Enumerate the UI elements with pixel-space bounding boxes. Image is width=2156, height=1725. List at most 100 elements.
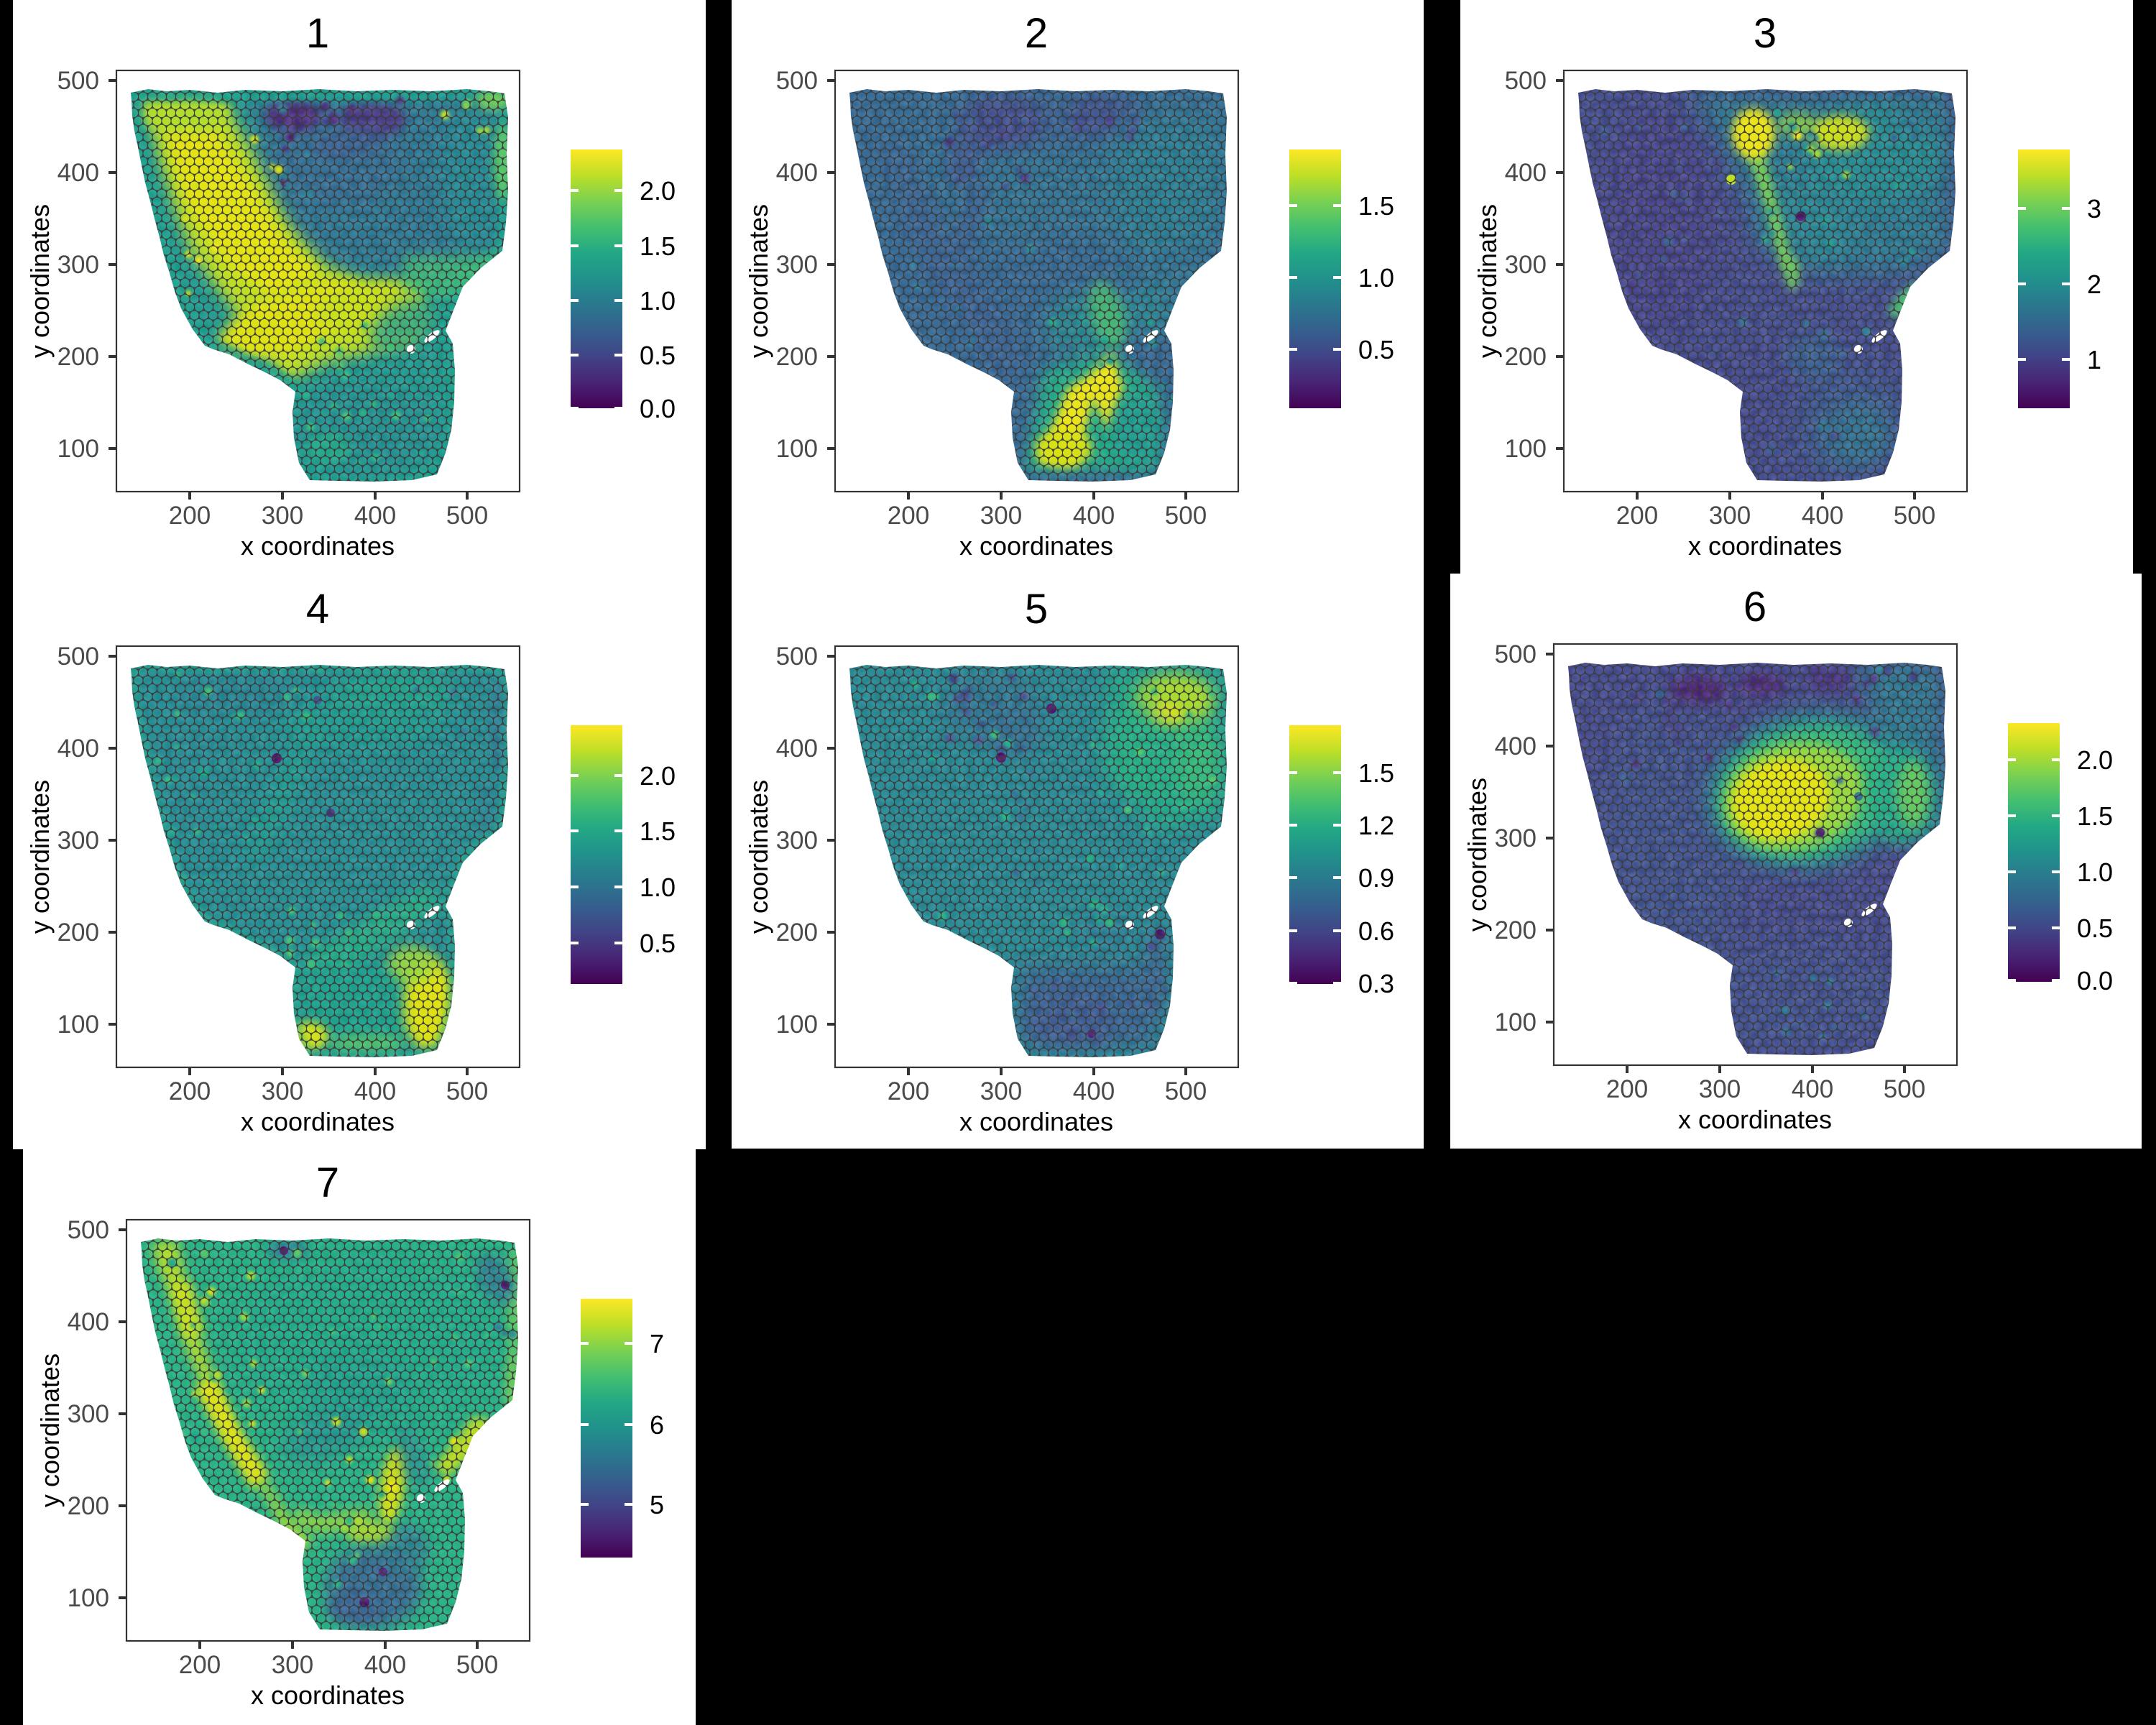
- svg-text:3: 3: [2087, 194, 2101, 224]
- svg-text:400: 400: [1073, 1077, 1115, 1105]
- svg-text:6: 6: [650, 1410, 664, 1440]
- svg-text:400: 400: [354, 1077, 396, 1105]
- svg-text:400: 400: [1802, 502, 1843, 530]
- svg-text:300: 300: [1709, 502, 1751, 530]
- svg-text:200: 200: [776, 919, 818, 947]
- svg-text:200: 200: [179, 1651, 221, 1679]
- svg-text:1.0: 1.0: [1358, 263, 1394, 293]
- svg-text:400: 400: [1495, 732, 1537, 760]
- svg-text:x coordinates: x coordinates: [241, 531, 395, 561]
- svg-text:y coordinates: y coordinates: [744, 780, 773, 934]
- svg-text:500: 500: [1495, 640, 1537, 668]
- svg-text:500: 500: [57, 643, 99, 671]
- svg-text:3: 3: [1754, 10, 1777, 57]
- svg-text:500: 500: [1165, 502, 1207, 530]
- svg-text:100: 100: [1505, 435, 1547, 463]
- svg-text:200: 200: [776, 343, 818, 371]
- svg-text:100: 100: [1495, 1008, 1537, 1036]
- svg-text:1.5: 1.5: [1358, 191, 1394, 221]
- svg-text:300: 300: [57, 827, 99, 855]
- svg-text:100: 100: [57, 435, 99, 463]
- svg-text:1.5: 1.5: [640, 231, 676, 261]
- svg-text:0.5: 0.5: [640, 341, 676, 370]
- svg-text:7: 7: [650, 1329, 664, 1358]
- svg-text:200: 200: [68, 1492, 109, 1520]
- svg-text:200: 200: [888, 502, 929, 530]
- svg-text:300: 300: [68, 1400, 109, 1428]
- svg-text:7: 7: [316, 1159, 339, 1206]
- svg-text:y coordinates: y coordinates: [35, 1353, 65, 1507]
- svg-text:500: 500: [1165, 1077, 1207, 1105]
- svg-text:2: 2: [1025, 10, 1048, 57]
- svg-text:y coordinates: y coordinates: [25, 204, 55, 358]
- svg-text:400: 400: [354, 502, 396, 530]
- svg-text:1.5: 1.5: [2077, 801, 2113, 831]
- svg-text:400: 400: [1073, 502, 1115, 530]
- svg-text:y coordinates: y coordinates: [744, 204, 773, 358]
- svg-text:200: 200: [57, 343, 99, 371]
- svg-text:100: 100: [776, 435, 818, 463]
- svg-text:1.0: 1.0: [640, 286, 676, 316]
- svg-text:200: 200: [1616, 502, 1658, 530]
- svg-text:300: 300: [262, 1077, 303, 1105]
- svg-text:500: 500: [446, 502, 488, 530]
- svg-text:0.6: 0.6: [1358, 916, 1394, 946]
- svg-text:y coordinates: y coordinates: [25, 780, 55, 934]
- svg-text:0.0: 0.0: [640, 394, 676, 423]
- svg-text:0.5: 0.5: [640, 929, 676, 958]
- svg-text:400: 400: [1505, 159, 1547, 187]
- svg-text:500: 500: [776, 643, 818, 671]
- svg-text:300: 300: [262, 502, 303, 530]
- svg-text:400: 400: [68, 1308, 109, 1336]
- svg-text:400: 400: [57, 159, 99, 187]
- svg-text:400: 400: [776, 735, 818, 763]
- svg-text:400: 400: [57, 735, 99, 763]
- svg-text:300: 300: [776, 827, 818, 855]
- svg-text:400: 400: [776, 159, 818, 187]
- svg-text:100: 100: [776, 1011, 818, 1039]
- svg-text:200: 200: [1505, 343, 1547, 371]
- svg-text:1.0: 1.0: [640, 873, 676, 902]
- svg-text:0.3: 0.3: [1358, 969, 1394, 998]
- svg-text:4: 4: [306, 586, 329, 632]
- svg-text:500: 500: [1505, 67, 1547, 95]
- svg-text:200: 200: [888, 1077, 929, 1105]
- svg-text:1.0: 1.0: [2077, 857, 2113, 887]
- svg-text:0.5: 0.5: [1358, 335, 1394, 364]
- svg-text:y coordinates: y coordinates: [1473, 204, 1502, 358]
- svg-text:2.0: 2.0: [640, 761, 676, 791]
- svg-text:2.0: 2.0: [2077, 745, 2113, 775]
- svg-text:300: 300: [1699, 1075, 1741, 1103]
- svg-text:400: 400: [364, 1651, 406, 1679]
- svg-text:500: 500: [776, 67, 818, 95]
- svg-text:x coordinates: x coordinates: [251, 1680, 405, 1710]
- svg-text:500: 500: [57, 67, 99, 95]
- svg-text:y coordinates: y coordinates: [1462, 778, 1492, 932]
- svg-text:x coordinates: x coordinates: [959, 1107, 1113, 1136]
- svg-text:300: 300: [776, 251, 818, 279]
- svg-text:0.0: 0.0: [2077, 966, 2113, 995]
- svg-text:300: 300: [1495, 824, 1537, 852]
- svg-text:5: 5: [1025, 586, 1048, 632]
- svg-text:x coordinates: x coordinates: [1688, 531, 1842, 561]
- svg-text:400: 400: [1792, 1075, 1833, 1103]
- svg-text:2: 2: [2087, 270, 2101, 299]
- svg-text:300: 300: [1505, 251, 1547, 279]
- svg-text:x coordinates: x coordinates: [959, 531, 1113, 561]
- svg-text:300: 300: [980, 502, 1022, 530]
- svg-text:6: 6: [1743, 584, 1766, 630]
- svg-text:200: 200: [1495, 916, 1537, 944]
- svg-text:1: 1: [306, 10, 329, 57]
- svg-text:500: 500: [456, 1651, 498, 1679]
- svg-text:200: 200: [1606, 1075, 1648, 1103]
- svg-text:500: 500: [68, 1216, 109, 1244]
- svg-text:5: 5: [650, 1490, 664, 1519]
- svg-text:200: 200: [169, 1077, 211, 1105]
- svg-text:500: 500: [1884, 1075, 1925, 1103]
- svg-text:1.2: 1.2: [1358, 811, 1394, 840]
- svg-text:0.5: 0.5: [2077, 914, 2113, 943]
- svg-text:500: 500: [446, 1077, 488, 1105]
- svg-text:300: 300: [980, 1077, 1022, 1105]
- svg-text:300: 300: [57, 251, 99, 279]
- svg-text:100: 100: [68, 1584, 109, 1612]
